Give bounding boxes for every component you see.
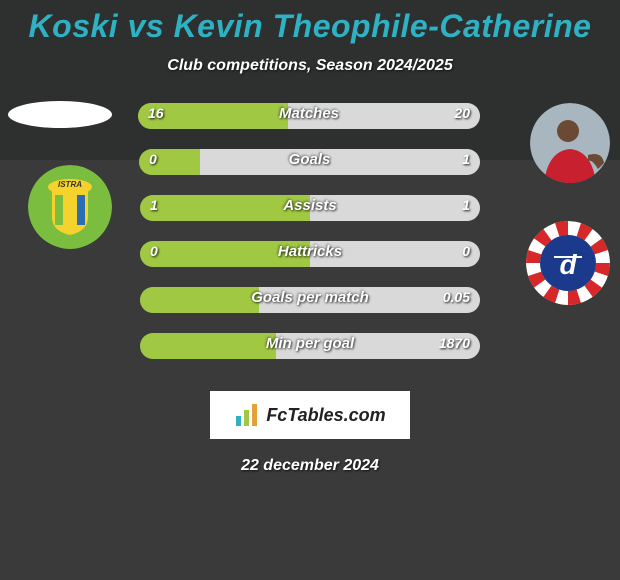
bar-row: Goals0 1 — [139, 149, 480, 175]
player2-avatar — [530, 103, 610, 183]
bar-row: Assists1 1 — [140, 195, 480, 221]
bar-value-left: 0 — [150, 243, 158, 259]
bar-row: Goals per match0.05 — [140, 287, 480, 313]
club1-icon: ISTRA — [28, 165, 112, 249]
bar-value-right: 1 — [462, 197, 470, 213]
bar-value-left: 1 — [150, 197, 158, 213]
svg-text:ISTRA: ISTRA — [58, 180, 82, 189]
bar-value-right: 1 — [462, 151, 470, 167]
svg-text:d: d — [559, 249, 577, 280]
fctables-label: FcTables.com — [266, 405, 385, 426]
bar-label: Goals — [139, 151, 480, 168]
player2-icon — [530, 103, 610, 183]
bar-label: Assists — [140, 197, 480, 214]
container: Koski vs Kevin Theophile-Catherine Club … — [0, 0, 620, 580]
fctables-icon — [234, 404, 260, 426]
bar-value-left: 0 — [149, 151, 157, 167]
compare-area: ISTRA d Matches1620Goals01Assists11Hattr… — [0, 113, 620, 383]
bar-value-left: 16 — [148, 105, 164, 121]
club2-logo: d — [526, 221, 610, 305]
date-label: 22 december 2024 — [0, 457, 620, 475]
bar-value-right: 1870 — [439, 335, 470, 351]
club1-logo: ISTRA — [28, 165, 112, 249]
bar-label: Goals per match — [140, 289, 480, 306]
bar-label: Hattricks — [140, 243, 480, 260]
page-title: Koski vs Kevin Theophile-Catherine — [0, 8, 620, 45]
fctables-badge: FcTables.com — [210, 391, 410, 439]
bar-label: Min per goal — [140, 335, 480, 352]
club2-icon: d — [526, 221, 610, 305]
bar-value-right: 0.05 — [443, 289, 470, 305]
bar-label: Matches — [138, 105, 480, 122]
bar-row: Matches16 20 — [138, 103, 480, 129]
subtitle: Club competitions, Season 2024/2025 — [0, 57, 620, 75]
bar-row: Min per goal1870 — [140, 333, 480, 359]
bar-value-right: 0 — [462, 243, 470, 259]
bar-row: Hattricks0 0 — [140, 241, 480, 267]
player1-avatar — [8, 101, 112, 128]
bar-value-right: 20 — [454, 105, 470, 121]
bars-area: Matches1620Goals01Assists11Hattricks00Go… — [138, 103, 480, 379]
